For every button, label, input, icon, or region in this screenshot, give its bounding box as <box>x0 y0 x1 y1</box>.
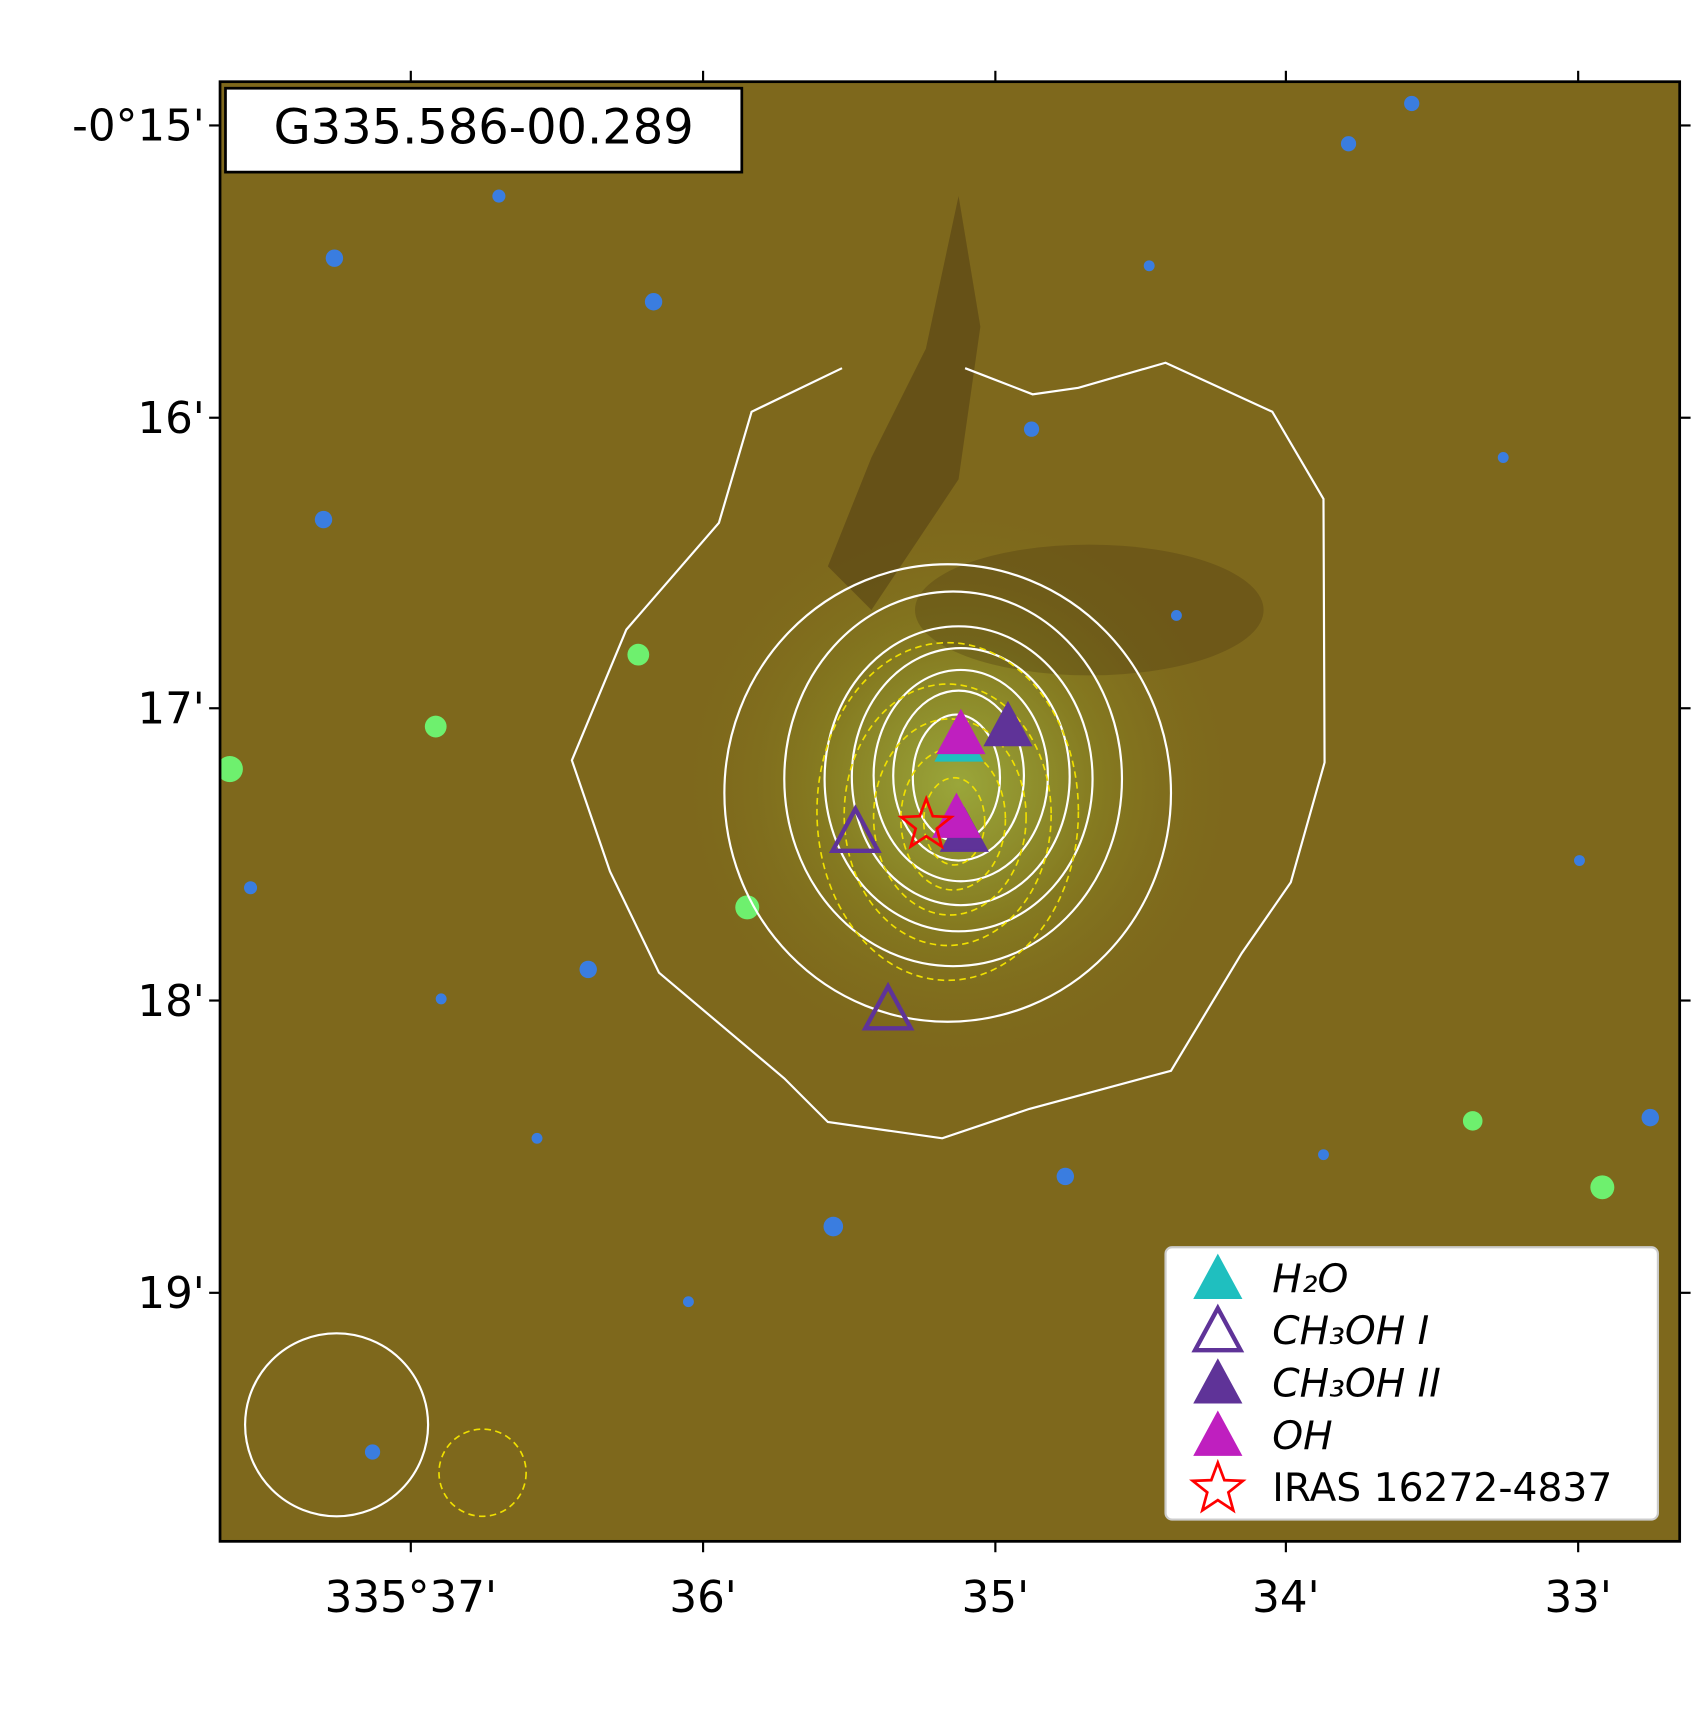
y-tick-label: -0°15' <box>72 102 205 152</box>
chart-layer: 335°37' 36' 35' 34' 33' -0°15' 16' 17' 18' 19' H₂O… <box>72 70 1691 1623</box>
x-tick-label: 34' <box>1252 1573 1319 1623</box>
marker <box>861 981 915 1031</box>
x-tick-label: 335°37' <box>325 1573 497 1623</box>
y-tick-label: 18' <box>137 977 204 1027</box>
marker <box>897 794 955 850</box>
legend-label: OH <box>1272 1414 1332 1459</box>
marker <box>936 708 986 755</box>
legend-marker <box>1193 1253 1243 1299</box>
legend-label: CH₃OH II <box>1272 1361 1440 1406</box>
y-tick-label: 16' <box>137 394 204 444</box>
marker <box>983 700 1033 747</box>
title-box <box>224 86 744 174</box>
legend-label: CH₃OH I <box>1272 1309 1429 1354</box>
chart-title: G335.586-00.289 <box>274 101 694 156</box>
sky-image <box>220 81 1680 1542</box>
plot-frame <box>218 80 1682 1543</box>
marker <box>828 804 882 854</box>
legend-marker <box>1193 1358 1243 1404</box>
legend-marker <box>1189 1458 1247 1514</box>
x-tick-label: 36' <box>669 1573 736 1623</box>
y-tick-label: 17' <box>137 685 204 735</box>
legend-marker <box>1191 1303 1245 1353</box>
x-tick-label: 33' <box>1544 1573 1611 1623</box>
legend-box <box>1164 1246 1659 1521</box>
y-tick-label: 19' <box>137 1269 204 1319</box>
legend-label: IRAS 16272-4837 <box>1272 1466 1612 1511</box>
x-tick-label: 35' <box>962 1573 1029 1623</box>
legend-label: H₂O <box>1272 1257 1348 1302</box>
legend-marker <box>1193 1410 1243 1456</box>
